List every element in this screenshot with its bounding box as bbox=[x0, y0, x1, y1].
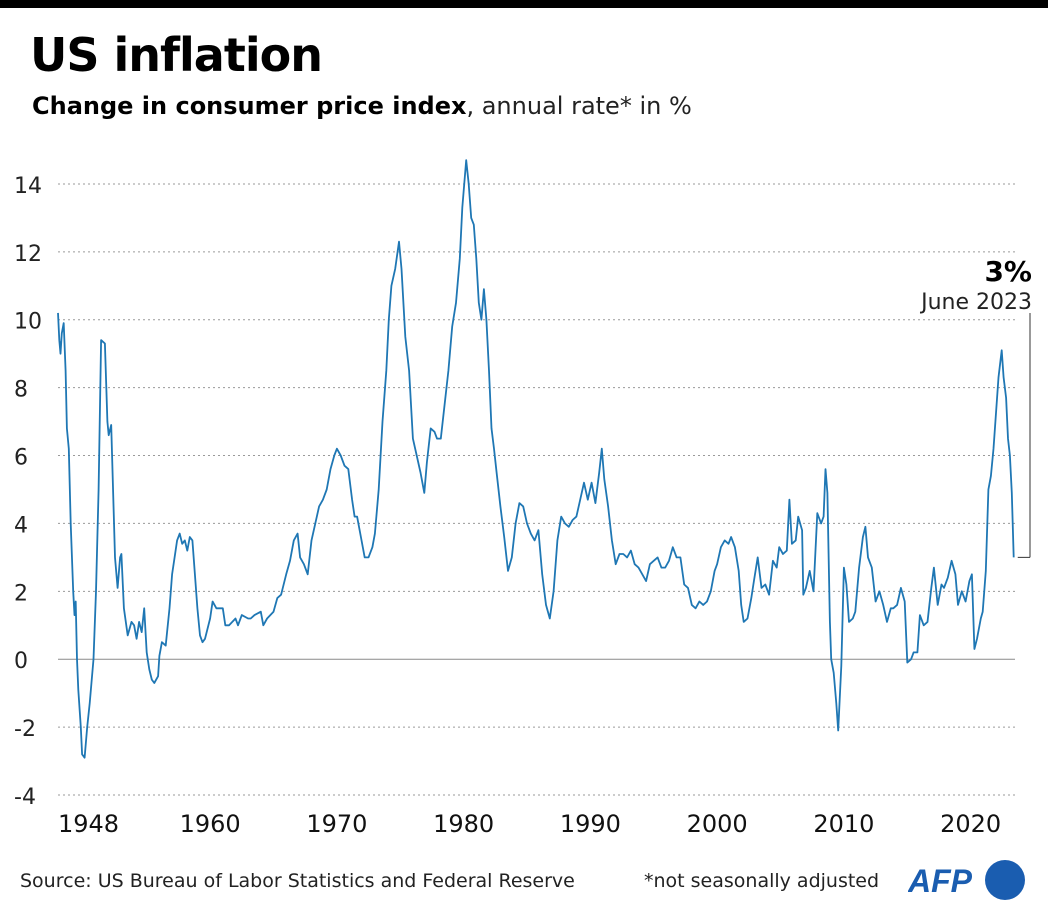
cpi-series-line bbox=[57, 159, 1015, 759]
y-tick-label: 6 bbox=[14, 446, 28, 471]
footnote: *not seasonally adjusted bbox=[644, 870, 880, 892]
y-tick-label: -2 bbox=[14, 717, 36, 742]
logo-text: AFP bbox=[908, 863, 973, 899]
y-tick-label: 0 bbox=[14, 649, 28, 674]
y-tick-label: -4 bbox=[14, 785, 36, 810]
top-rule bbox=[0, 0, 1048, 8]
y-tick-label: 14 bbox=[14, 174, 42, 199]
x-tick-label: 2000 bbox=[687, 810, 748, 838]
logo-circle-icon bbox=[985, 860, 1025, 900]
page-title: US inflation bbox=[30, 28, 323, 82]
x-tick-label: 1960 bbox=[180, 810, 241, 838]
x-tick-label: 1970 bbox=[306, 810, 367, 838]
annotation-date: June 2023 bbox=[919, 290, 1032, 315]
chart-subtitle: Change in consumer price index, annual r… bbox=[32, 92, 692, 120]
source-note: Source: US Bureau of Labor Statistics an… bbox=[20, 870, 575, 892]
subtitle-unit: , annual rate* in % bbox=[466, 92, 692, 120]
x-tick-label: 2020 bbox=[940, 810, 1001, 838]
subtitle-main: Change in consumer price index bbox=[32, 92, 467, 120]
x-tick-label: 2010 bbox=[813, 810, 874, 838]
y-tick-label: 2 bbox=[14, 581, 28, 606]
x-tick-label: 1990 bbox=[560, 810, 621, 838]
afp-logo: AFP bbox=[908, 860, 1025, 900]
x-tick-label: 1980 bbox=[433, 810, 494, 838]
y-tick-label: 12 bbox=[14, 242, 42, 267]
annotation-value: 3% bbox=[984, 255, 1032, 288]
y-tick-label: 10 bbox=[14, 310, 42, 335]
y-tick-label: 4 bbox=[14, 513, 28, 538]
y-tick-label: 8 bbox=[14, 378, 28, 403]
x-tick-label: 1948 bbox=[58, 810, 119, 838]
